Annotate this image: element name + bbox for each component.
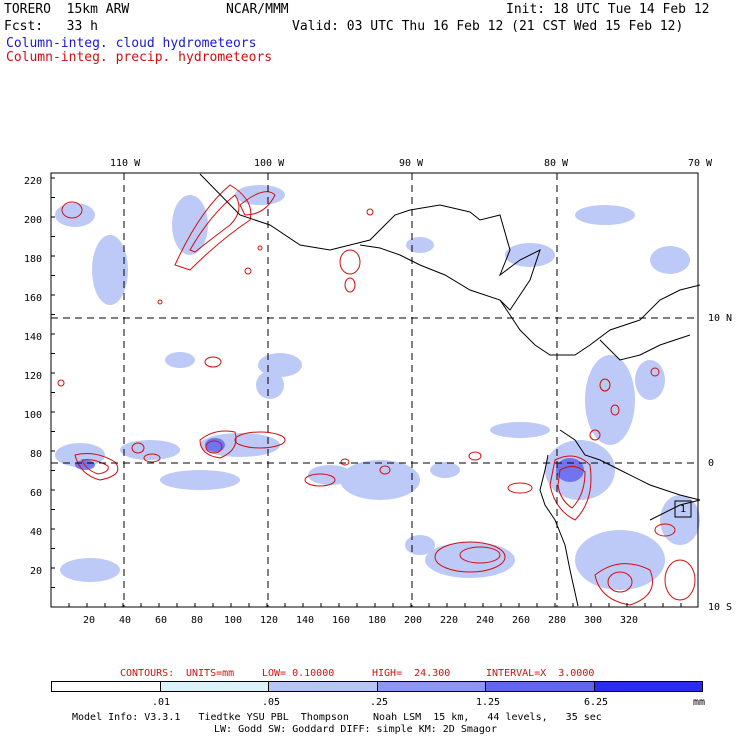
y-tick-label: 180 — [24, 254, 43, 265]
x-tick-label: 120 — [260, 615, 279, 626]
lon-label: 80 W — [544, 158, 569, 169]
x-tick-label: 260 — [512, 615, 531, 626]
y-tick-label: 200 — [24, 215, 43, 226]
legend-tick: .05 — [262, 697, 281, 708]
x-tick-label: 60 — [155, 615, 168, 626]
y-tick-label: 160 — [24, 293, 43, 304]
lon-label: 100 W — [254, 158, 285, 169]
field-cloud-label: Column-integ. cloud hydrometeors — [6, 36, 257, 51]
lat-label: 10 S — [708, 602, 733, 613]
y-tick-label: 120 — [24, 371, 43, 382]
lon-label: 110 W — [110, 158, 141, 169]
contour-interval: INTERVAL=X 3.0000 — [486, 668, 595, 679]
x-tick-label: 280 — [548, 615, 567, 626]
contour-low: LOW= 0.10000 — [262, 668, 335, 679]
legend-tick: .01 — [152, 697, 171, 708]
x-tick-label: 180 — [368, 615, 387, 626]
legend-swatch — [485, 681, 595, 692]
latlon-grid — [51, 173, 698, 607]
model-title: TORERO 15km ARW — [4, 2, 130, 17]
x-tick-label: 240 — [476, 615, 495, 626]
init-time: Init: 18 UTC Tue 14 Feb 12 — [506, 2, 710, 17]
legend-tick: 6.25 — [584, 697, 609, 708]
legend-swatch — [376, 681, 486, 692]
x-tick-label: 220 — [440, 615, 459, 626]
contour-label: CONTOURS: — [120, 668, 175, 679]
lon-label: 90 W — [399, 158, 424, 169]
x-tick-label: 200 — [404, 615, 423, 626]
x-tick-label: 80 — [191, 615, 204, 626]
contour-high: HIGH= 24.300 — [372, 668, 451, 679]
lat-label: 10 N — [708, 313, 733, 324]
x-tick-label: 100 — [224, 615, 243, 626]
y-tick-label: 100 — [24, 410, 43, 421]
cloud-hydrometeor-shading — [55, 185, 700, 590]
y-tick-label: 20 — [30, 566, 43, 577]
x-tick-label: 320 — [620, 615, 639, 626]
x-tick-label: 20 — [83, 615, 96, 626]
box-marker-label: 1 — [680, 504, 687, 515]
legend-swatch — [51, 681, 161, 692]
legend-swatch — [593, 681, 703, 692]
x-tick-label: 140 — [296, 615, 315, 626]
precip-hydrometeor-contours — [57, 184, 696, 606]
field-precip-label: Column-integ. precip. hydrometeors — [6, 50, 273, 65]
coastline — [199, 173, 701, 607]
valid-time: Valid: 03 UTC Thu 16 Feb 12 (21 CST Wed … — [292, 19, 684, 34]
y-tick-label: 220 — [24, 176, 43, 187]
forecast-hour: Fcst: 33 h — [4, 19, 98, 34]
x-tick-label: 40 — [119, 615, 132, 626]
axis-ticks — [50, 177, 682, 608]
legend-swatch — [159, 681, 269, 692]
contour-units: UNITS=mm — [186, 668, 235, 679]
legend-tick: .25 — [370, 697, 389, 708]
legend-swatch — [268, 681, 378, 692]
y-tick-label: 40 — [30, 527, 43, 538]
x-tick-label: 160 — [332, 615, 351, 626]
y-tick-label: 60 — [30, 488, 43, 499]
legend-unit: mm — [693, 697, 706, 708]
y-tick-label: 140 — [24, 332, 43, 343]
lat-label: 0 — [708, 458, 715, 469]
model-info: Model Info: V3.3.1 Tiedtke YSU PBL Thomp… — [72, 712, 602, 723]
model-physics: LW: Godd SW: Goddard DIFF: simple KM: 2D… — [214, 724, 497, 735]
legend-tick: 1.25 — [476, 697, 501, 708]
y-tick-label: 80 — [30, 449, 43, 460]
lon-label: 70 W — [688, 158, 713, 169]
organization: NCAR/MMM — [226, 2, 289, 17]
x-tick-label: 300 — [584, 615, 603, 626]
